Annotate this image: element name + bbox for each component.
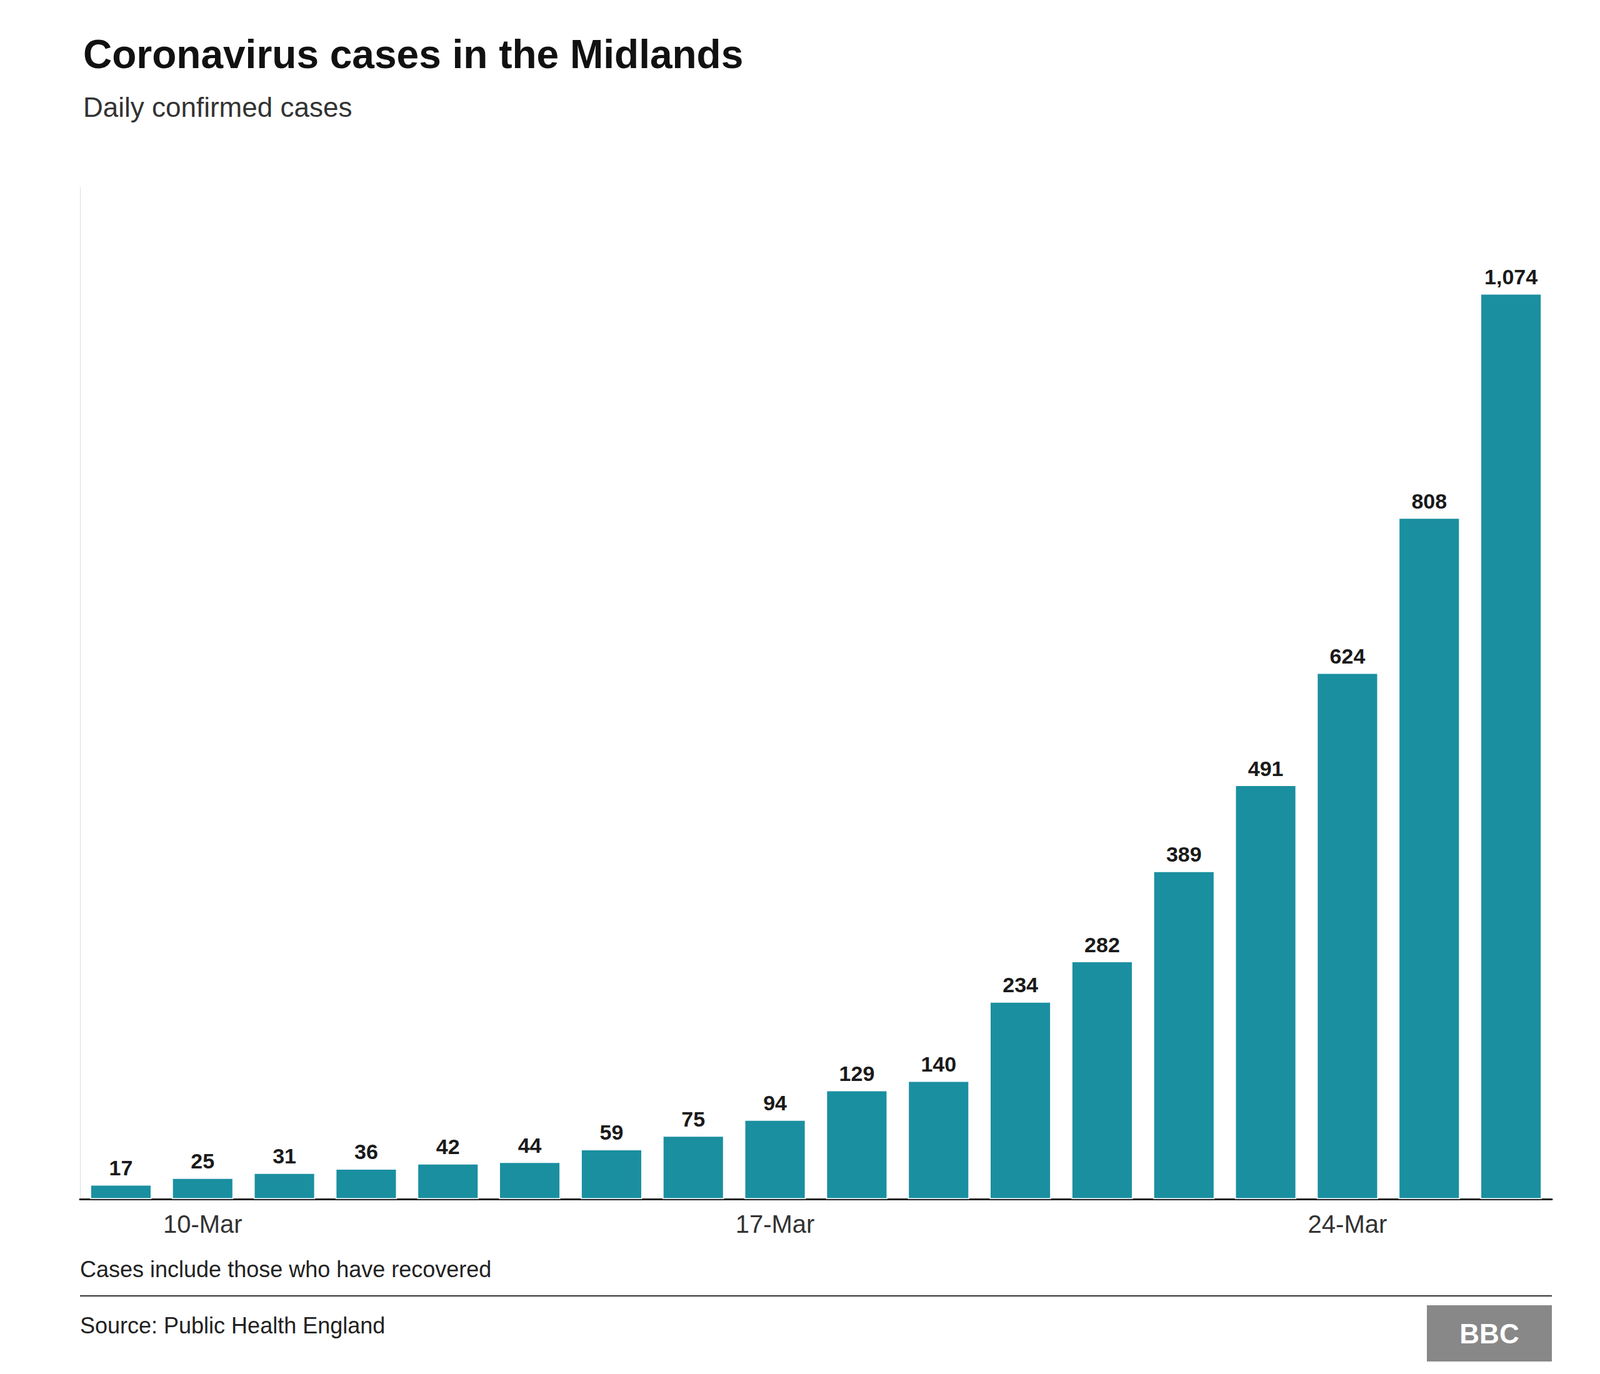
svg-text:Source: Public Health England: Source: Public Health England xyxy=(80,1313,385,1339)
svg-text:94: 94 xyxy=(763,1091,787,1115)
svg-text:17: 17 xyxy=(109,1156,134,1180)
svg-text:BBC: BBC xyxy=(1459,1318,1519,1350)
svg-text:Cases include those who have r: Cases include those who have recovered xyxy=(80,1256,492,1283)
svg-text:389: 389 xyxy=(1166,842,1202,867)
svg-text:808: 808 xyxy=(1411,489,1447,514)
svg-text:10-Mar: 10-Mar xyxy=(163,1210,243,1239)
svg-text:36: 36 xyxy=(354,1140,379,1164)
svg-text:234: 234 xyxy=(1002,973,1039,997)
svg-text:25: 25 xyxy=(190,1149,215,1174)
svg-text:Coronavirus cases in the Midla: Coronavirus cases in the Midlands xyxy=(83,31,744,77)
svg-text:75: 75 xyxy=(681,1107,705,1132)
svg-text:31: 31 xyxy=(272,1144,297,1169)
svg-text:Daily confirmed cases: Daily confirmed cases xyxy=(83,91,352,123)
svg-text:282: 282 xyxy=(1084,933,1120,957)
svg-text:140: 140 xyxy=(920,1052,957,1077)
svg-text:129: 129 xyxy=(839,1061,875,1086)
svg-text:24-Mar: 24-Mar xyxy=(1308,1210,1388,1239)
svg-text:59: 59 xyxy=(600,1120,624,1145)
svg-text:1,074: 1,074 xyxy=(1484,265,1538,289)
svg-text:17-Mar: 17-Mar xyxy=(735,1210,815,1239)
svg-text:491: 491 xyxy=(1248,756,1284,781)
svg-text:44: 44 xyxy=(518,1133,542,1158)
svg-text:624: 624 xyxy=(1330,644,1366,669)
svg-text:42: 42 xyxy=(436,1135,460,1159)
